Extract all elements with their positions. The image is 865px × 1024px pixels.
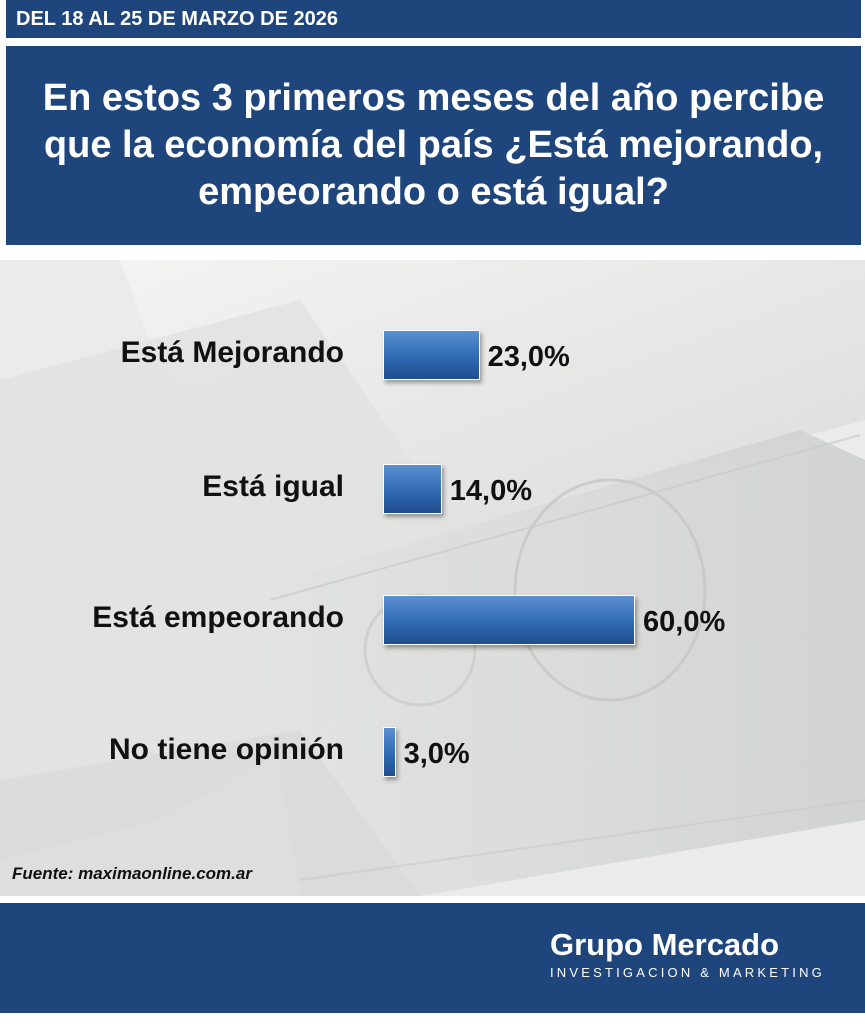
source-note: Fuente: maximaonline.com.ar — [12, 864, 252, 883]
value-label: 23,0% — [487, 341, 570, 373]
value-label: 60,0% — [643, 606, 726, 638]
value-label: 14,0% — [449, 475, 533, 507]
question-title-box: En estos 3 primeros meses del año percib… — [6, 46, 861, 245]
value-label: 3,0% — [403, 738, 470, 770]
bar — [383, 464, 442, 514]
category-label: Está igual — [202, 470, 344, 503]
category-label: Está empeorando — [92, 601, 344, 634]
date-range-text: DEL 18 AL 25 DE MARZO DE 2026 — [16, 8, 338, 30]
bar — [383, 330, 480, 380]
footer-bar: Grupo Mercado INVESTIGACION & MARKETING — [0, 903, 865, 1013]
category-label: Está Mejorando — [120, 336, 344, 369]
category-label: No tiene opinión — [109, 733, 344, 766]
brand-logo: Grupo Mercado INVESTIGACION & MARKETING — [550, 927, 825, 980]
question-title: En estos 3 primeros meses del año percib… — [42, 77, 825, 213]
bar-chart: Está Mejorando 23,0% Está igual 14,0% Está e… — [0, 260, 865, 896]
brand-name: Grupo Mercado — [549, 927, 780, 962]
bar — [383, 595, 635, 645]
brand-tagline: INVESTIGACION & MARKETING — [549, 965, 825, 980]
chart-panel: Está Mejorando 23,0% Está igual 14,0% Está e… — [0, 260, 865, 896]
date-range-bar: DEL 18 AL 25 DE MARZO DE 2026 — [6, 0, 861, 38]
bar — [383, 727, 396, 777]
